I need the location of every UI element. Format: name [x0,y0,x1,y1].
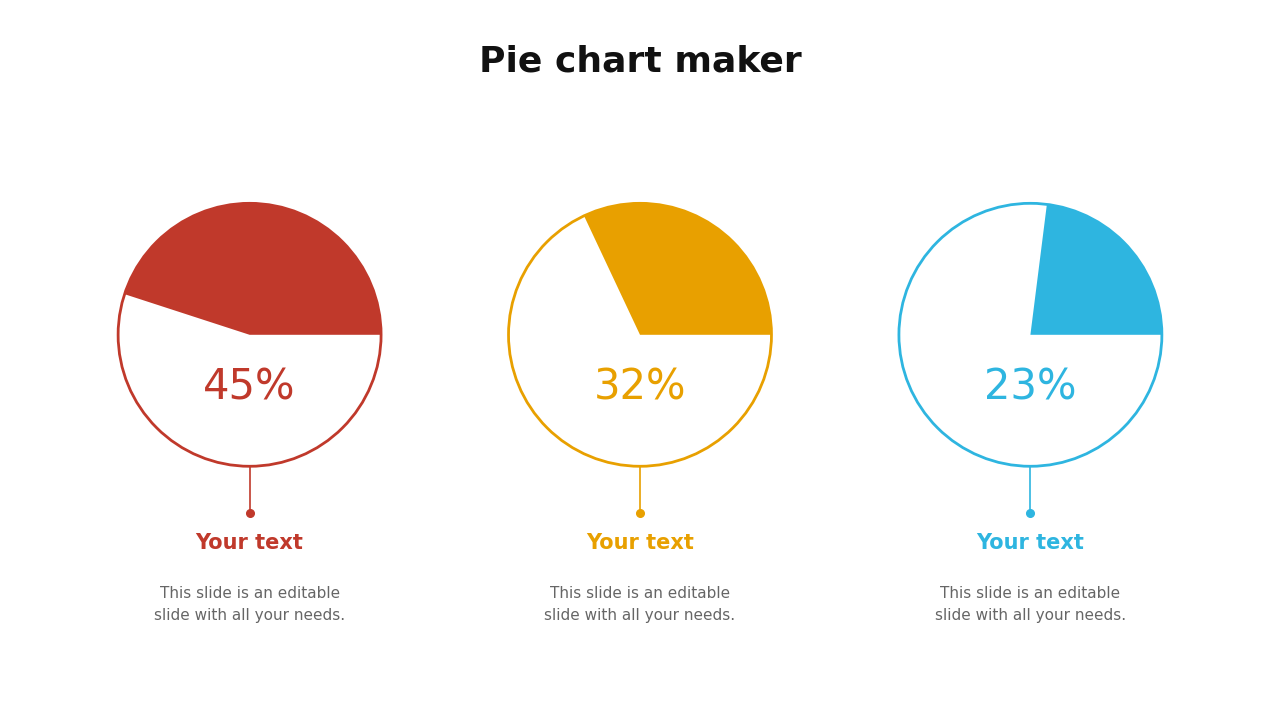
Text: This slide is an editable
slide with all your needs.: This slide is an editable slide with all… [544,586,736,623]
Wedge shape [584,203,772,335]
Circle shape [508,203,772,467]
Text: Your text: Your text [977,534,1084,553]
Text: Your text: Your text [586,534,694,553]
Circle shape [118,203,381,467]
Circle shape [899,203,1162,467]
Text: 23%: 23% [984,366,1076,408]
Text: This slide is an editable
slide with all your needs.: This slide is an editable slide with all… [154,586,346,623]
Text: Pie chart maker: Pie chart maker [479,44,801,78]
Text: 32%: 32% [594,366,686,408]
Text: This slide is an editable
slide with all your needs.: This slide is an editable slide with all… [934,586,1126,623]
Text: Your text: Your text [196,534,303,553]
Text: 45%: 45% [204,366,296,408]
Wedge shape [124,203,381,335]
Wedge shape [1030,204,1162,335]
